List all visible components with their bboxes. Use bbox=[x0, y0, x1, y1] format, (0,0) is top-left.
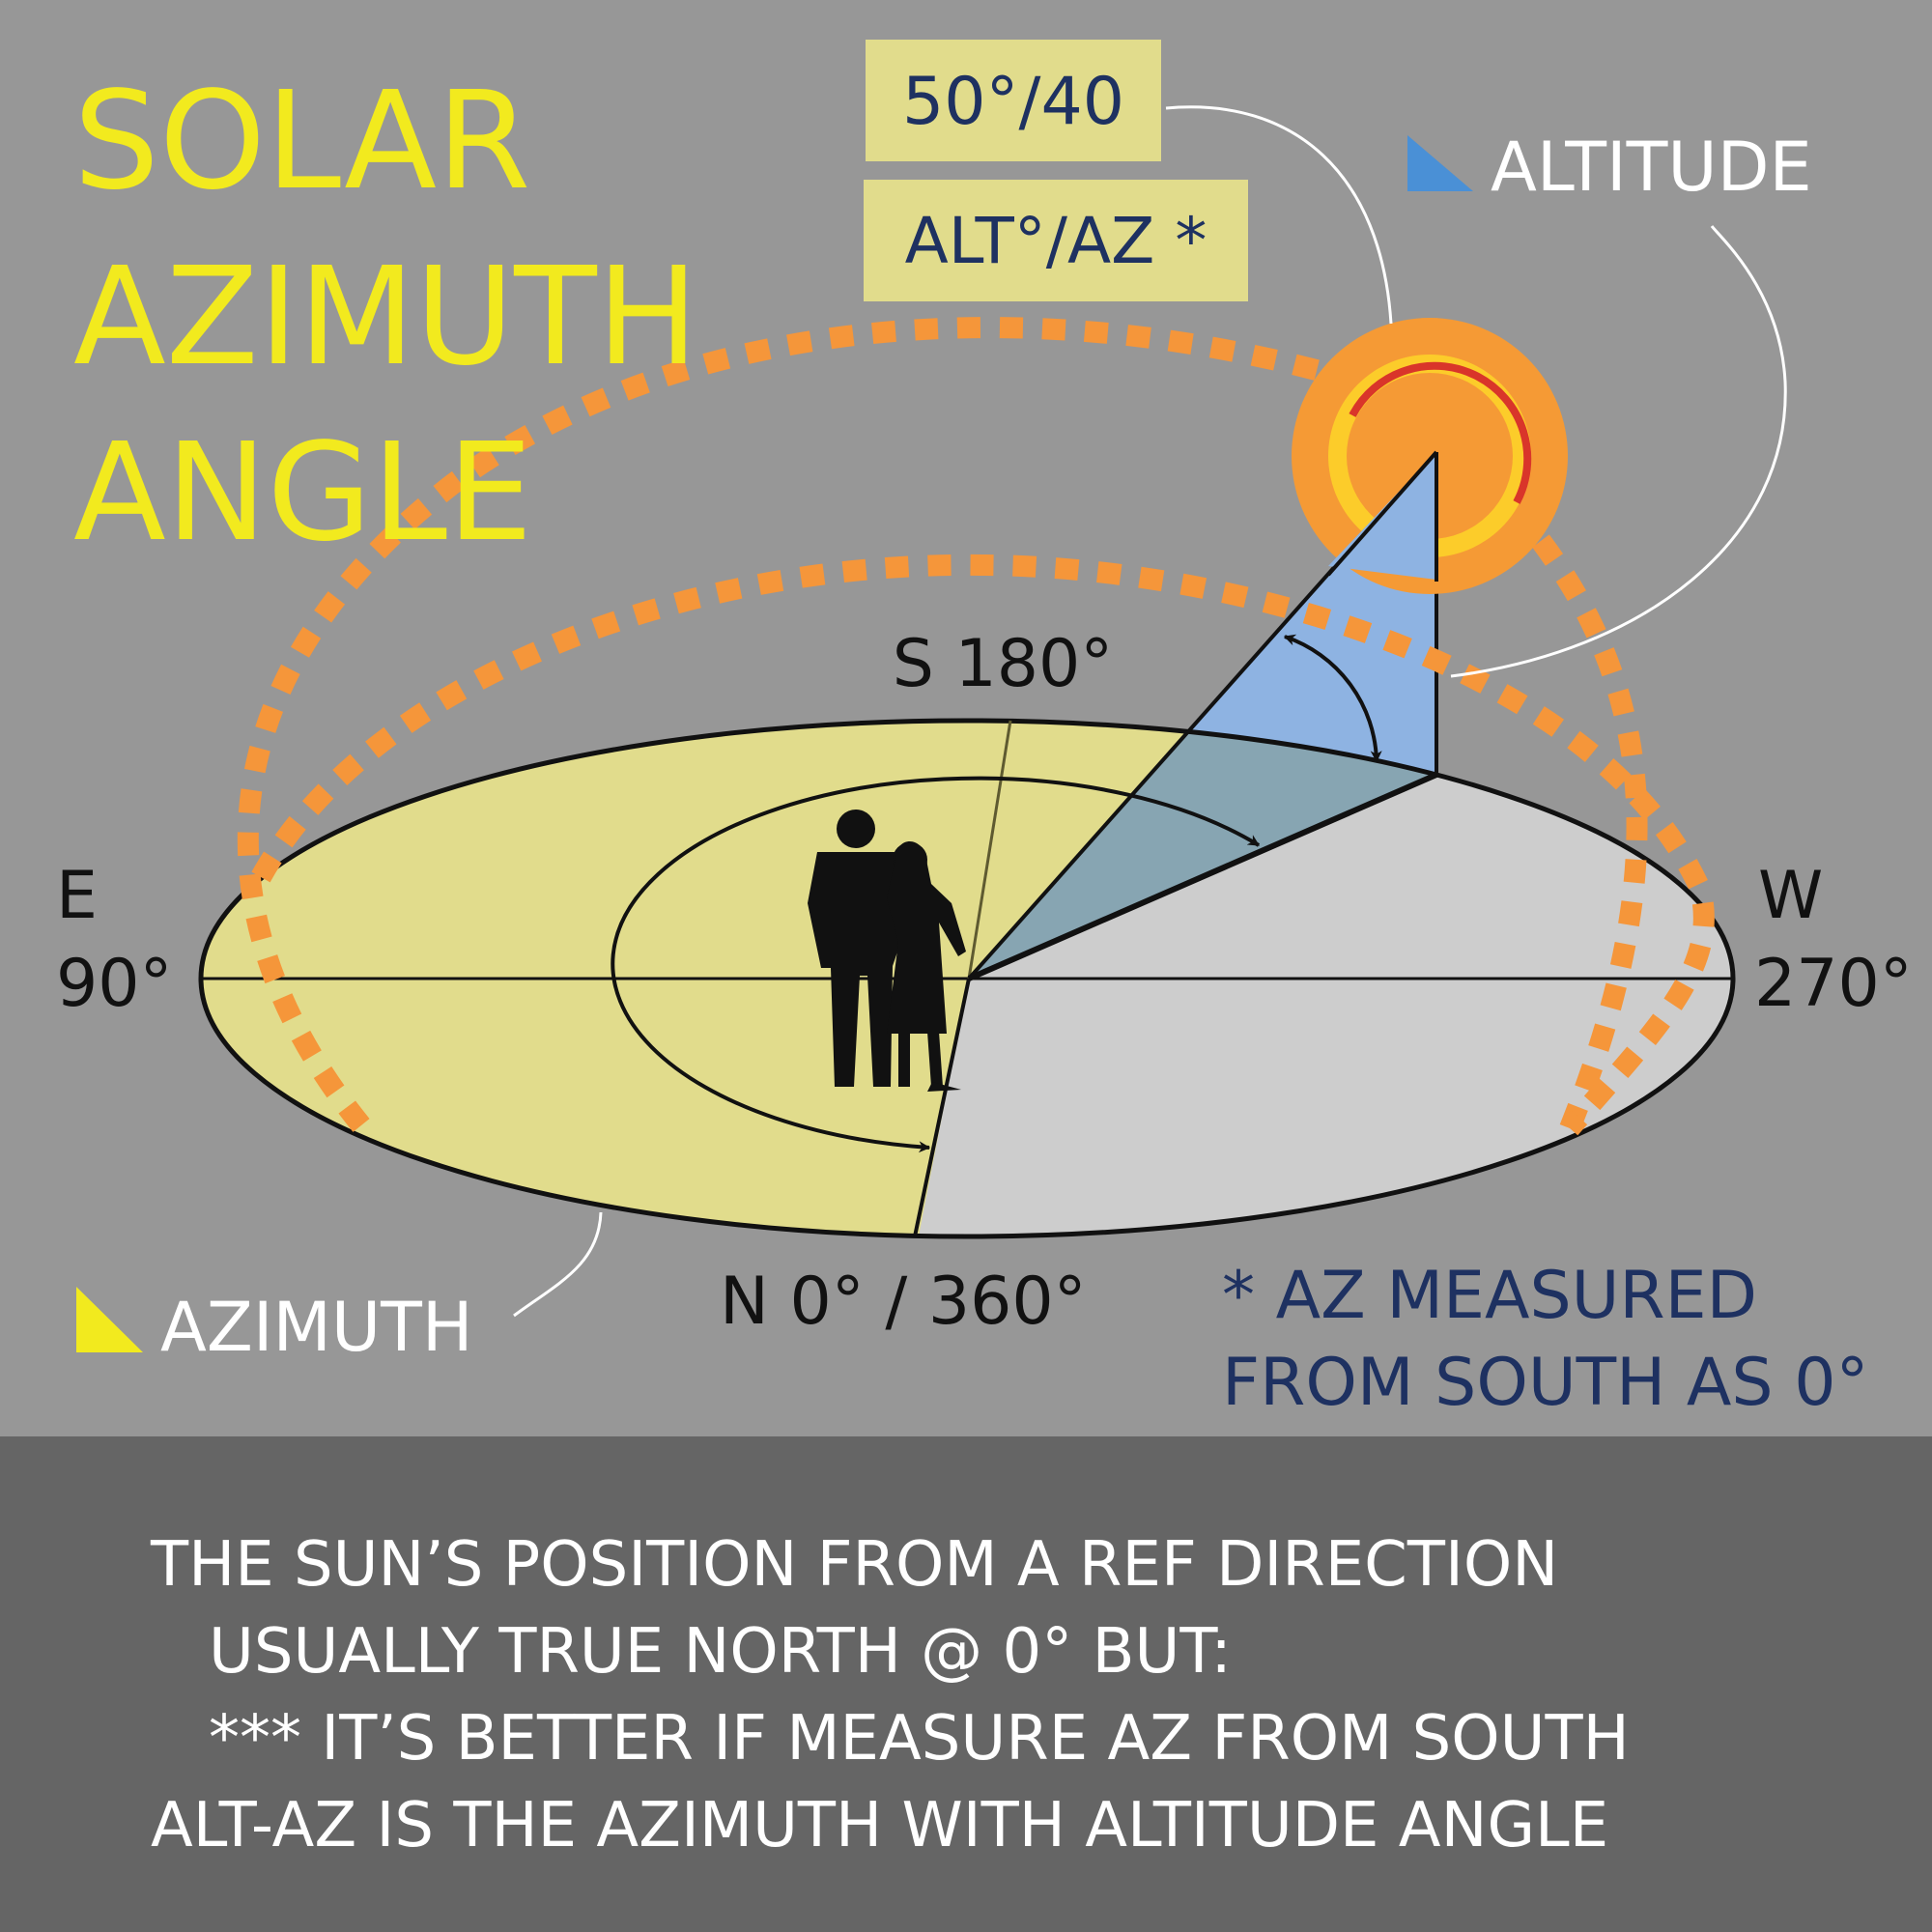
altitude-legend-label: ALTITUDE bbox=[1491, 128, 1812, 207]
azimuth-legend-label: AZIMUTH bbox=[160, 1288, 473, 1367]
east-degrees: 90° bbox=[56, 946, 173, 1022]
footer-panel bbox=[0, 1436, 1932, 1932]
reading-callout-line bbox=[1165, 105, 1393, 325]
reading-format: ALT°/AZ * bbox=[905, 204, 1208, 278]
summer-sun-path-right bbox=[1532, 534, 1648, 1133]
west-degrees: 270° bbox=[1754, 946, 1913, 1022]
reading-format-box bbox=[864, 180, 1248, 301]
title-line-2: AZIMUTH bbox=[73, 239, 698, 396]
equinox-sun-path bbox=[251, 554, 1715, 1136]
altitude-callout-line bbox=[1450, 225, 1787, 678]
title-line-1: SOLAR bbox=[73, 63, 530, 220]
az-note-line-1: * AZ MEASURED bbox=[1222, 1258, 1757, 1334]
altitude-angle-arc bbox=[1283, 634, 1382, 763]
north-label: N 0° / 360° bbox=[720, 1264, 1087, 1340]
reading-value-box bbox=[866, 40, 1161, 161]
footer-line-3: *** IT’S BETTER IF MEASURE AZ FROM SOUTH bbox=[209, 1703, 1630, 1775]
altitude-triangle-icon bbox=[1407, 135, 1473, 191]
summer-sun-path-left bbox=[237, 317, 1326, 1132]
sun-icon bbox=[1292, 318, 1568, 594]
footer-line-2: USUALLY TRUE NORTH @ 0° BUT: bbox=[209, 1616, 1232, 1688]
sun-ray-top bbox=[1326, 450, 1438, 577]
footer-line-4: ALT-AZ IS THE AZIMUTH WITH ALTITUDE ANGL… bbox=[151, 1790, 1608, 1861]
title-line-3: ANGLE bbox=[73, 414, 532, 572]
az-note-line-2: FROM SOUTH AS 0° bbox=[1222, 1345, 1868, 1421]
reading-value: 50°/40 bbox=[902, 64, 1124, 140]
east-letter: E bbox=[56, 858, 98, 934]
people-silhouette-icon bbox=[808, 810, 966, 1092]
azimuth-callout-line bbox=[513, 1211, 603, 1318]
azimuth-sweep-arc bbox=[611, 776, 1261, 1153]
azimuth-triangle-icon bbox=[76, 1287, 143, 1352]
footer-line-1: THE SUN’S POSITION FROM A REF DIRECTION bbox=[150, 1529, 1558, 1601]
south-label: S 180° bbox=[893, 626, 1114, 702]
west-letter: W bbox=[1758, 858, 1823, 934]
